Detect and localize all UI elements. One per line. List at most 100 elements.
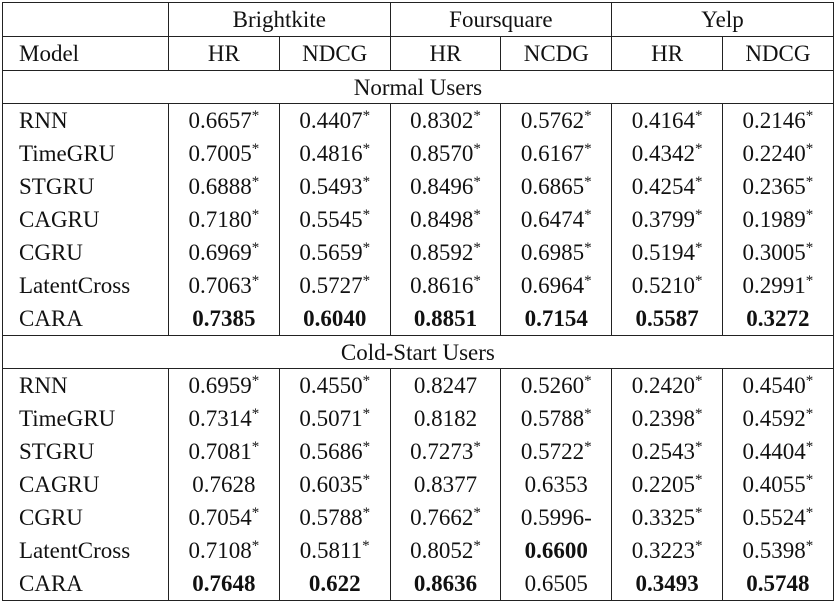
metric-value: 0.2240 [742, 141, 806, 166]
metric-value-cell: 0.5811* [278, 534, 391, 567]
metric-header: HR [389, 36, 502, 71]
metric-value-cell: 0.4816* [278, 137, 391, 170]
metric-value-cell: 0.6865* [500, 170, 613, 203]
dataset-header-yelp: Yelp [611, 2, 834, 37]
metric-value: 0.3223 [631, 538, 695, 563]
metric-value-cell: 0.5194* [611, 236, 723, 269]
metric-value-cell: 0.622 [278, 567, 391, 601]
metric-value: 0.5260 [520, 373, 585, 398]
significance-marker: * [805, 240, 814, 256]
significance-marker: * [805, 174, 814, 190]
metric-value: 0.8636 [413, 571, 478, 596]
metric-value-cell: 0.8851 [389, 302, 502, 336]
model-name-cell: LatentCross [2, 534, 169, 567]
model-name-cell: CAGRU [2, 468, 169, 501]
metric-header: NDCG [278, 36, 391, 71]
model-name-cell: TimeGRU [2, 137, 169, 170]
table-row: STGRU 0.6888* 0.5493* 0.8496* 0.6865* 0.4254*… [2, 170, 834, 203]
table-row: RNN 0.6959* 0.4550* 0.8247 0.5260* 0.2420* 0.4… [2, 368, 834, 402]
metric-value: 0.8052 [410, 538, 474, 563]
table-row: CAGRU 0.7628 0.6035* 0.8377 0.6353 0.2205* 0.4… [2, 468, 834, 501]
metric-value-cell: 0.8498* [389, 203, 502, 236]
metric-value-cell: 0.7385 [168, 302, 280, 336]
metric-value: 0.7648 [192, 571, 256, 596]
significance-marker: * [805, 505, 814, 521]
section-header-row: Normal Users [2, 70, 834, 104]
significance-marker: * [251, 505, 260, 521]
metric-value-cell: 0.4055* [722, 468, 834, 501]
metric-value-cell: 0.5659* [278, 236, 391, 269]
metric-value-cell: 0.6888* [168, 170, 280, 203]
metric-value-cell: 0.2240* [722, 137, 834, 170]
table-row: CAGRU 0.7180* 0.5545* 0.8498* 0.6474* 0.3799*… [2, 203, 834, 236]
metric-value: 0.4055 [742, 472, 806, 497]
metric-value: 0.8302 [410, 108, 474, 133]
metric-value: 0.7385 [192, 306, 256, 331]
metric-value: 0.2365 [742, 174, 806, 199]
metric-value: 0.5686 [299, 439, 363, 464]
metric-value-cell: 0.2991* [722, 269, 834, 302]
metric-value-cell: 0.7628 [168, 468, 280, 501]
metric-value-cell: 0.7005* [168, 137, 280, 170]
significance-marker: * [362, 505, 371, 521]
metric-value: 0.5762 [520, 108, 585, 133]
metric-value: 0.6040 [303, 306, 367, 331]
significance-marker: * [362, 406, 371, 422]
metric-value-cell: 0.8247 [389, 368, 502, 402]
significance-marker: * [473, 108, 481, 124]
metric-value: 0.6888 [188, 174, 252, 199]
significance-marker: * [694, 406, 703, 422]
metric-value: 0.5811 [299, 538, 363, 563]
metric-header-row: Model HR NDCG HR NCDG HR NDCG [2, 36, 834, 71]
metric-value: 0.622 [308, 571, 361, 596]
metric-value: 0.5722 [520, 439, 585, 464]
metric-value-cell: 0.6035* [278, 468, 391, 501]
significance-marker: * [473, 505, 481, 521]
table-row: CGRU 0.7054* 0.5788* 0.7662* 0.5996- 0.3325* 0… [2, 501, 834, 534]
metric-value: 0.7273 [410, 439, 474, 464]
significance-marker: * [473, 538, 481, 554]
metric-value-cell: 0.7314* [168, 402, 280, 435]
significance-marker: * [694, 538, 703, 554]
metric-value-cell: 0.4342* [611, 137, 723, 170]
metric-value-cell: 0.6657* [168, 103, 280, 137]
metric-value: 0.7154 [524, 306, 588, 331]
metric-value: 0.6505 [524, 571, 588, 596]
metric-value-cell: 0.7063* [168, 269, 280, 302]
significance-marker: * [473, 273, 481, 289]
metric-header: NDCG [722, 36, 834, 71]
metric-value-cell: 0.4592* [722, 402, 834, 435]
metric-value: 0.6969 [188, 240, 252, 265]
model-name-cell: STGRU [2, 435, 169, 468]
metric-value: 0.6657 [188, 108, 252, 133]
metric-value-cell: 0.3493 [611, 567, 723, 601]
model-name-cell: RNN [2, 103, 169, 137]
significance-marker: * [251, 240, 260, 256]
metric-value: 0.5398 [742, 538, 806, 563]
metric-value-cell: 0.6964* [500, 269, 613, 302]
metric-value: 0.8616 [410, 273, 474, 298]
metric-value-cell: 0.6474* [500, 203, 613, 236]
metric-value: 0.7180 [188, 207, 252, 232]
corner-cell [2, 2, 169, 37]
significance-marker: * [251, 141, 260, 157]
significance-marker: * [694, 505, 703, 521]
significance-marker: * [584, 174, 592, 190]
metric-value-cell: 0.8616* [389, 269, 502, 302]
significance-marker: * [362, 439, 371, 455]
table-row: CGRU 0.6969* 0.5659* 0.8592* 0.6985* 0.5194* 0… [2, 236, 834, 269]
significance-marker: * [584, 108, 592, 124]
metric-value: 0.6353 [524, 472, 588, 497]
significance-marker: * [805, 141, 814, 157]
metric-value: 0.8496 [410, 174, 474, 199]
metric-value: 0.4404 [742, 439, 806, 464]
significance-marker: * [362, 174, 371, 190]
metric-value-cell: 0.8302* [389, 103, 502, 137]
metric-value: 0.5727 [299, 273, 363, 298]
significance-marker: * [805, 439, 814, 455]
metric-value-cell: 0.8570* [389, 137, 502, 170]
metric-value: 0.1989 [742, 207, 806, 232]
metric-value: 0.4550 [299, 373, 363, 398]
metric-value-cell: 0.4254* [611, 170, 723, 203]
metric-value-cell: 0.7108* [168, 534, 280, 567]
